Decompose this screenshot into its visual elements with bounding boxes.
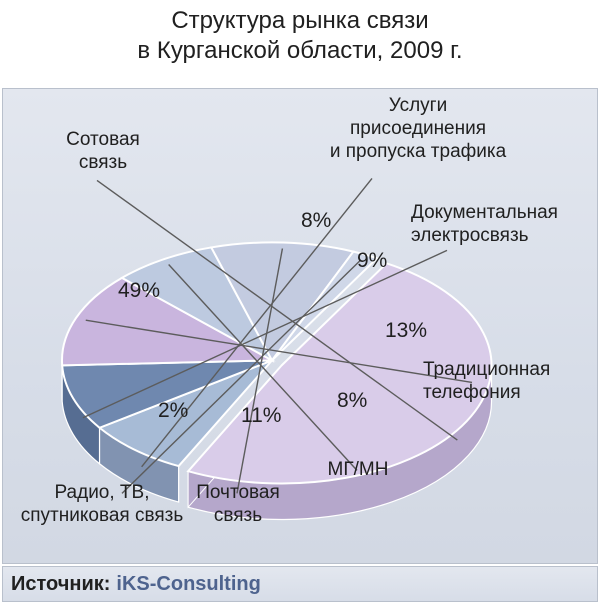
chart-area: Сотовая связь Услуги присоединения и про… [2, 88, 598, 564]
chart-title: Структура рынка связи в Курганской облас… [0, 6, 600, 66]
label-radio: Радио, ТВ, спутниковая связь [7, 482, 197, 528]
pct-dokument: 9% [357, 249, 387, 273]
pct-tradits: 13% [385, 319, 427, 343]
label-mgmn: МГ/МН [313, 459, 403, 482]
title-line-1: Структура рынка связи [171, 7, 428, 34]
pct-pochta: 11% [241, 404, 281, 428]
pct-mgmn: 8% [337, 389, 367, 413]
pct-radio: 2% [158, 399, 188, 423]
label-tradits: Традиционная телефония [423, 359, 600, 405]
pct-uslugi: 8% [301, 209, 331, 233]
title-line-2: в Курганской области, 2009 г. [137, 37, 462, 64]
source-bar: Источник: iKS-Consulting [2, 566, 598, 602]
pct-sotovaya: 49% [118, 279, 160, 303]
label-dokument: Документальная электросвязь [411, 202, 600, 248]
label-sotovaya: Сотовая связь [33, 129, 173, 175]
source-name: iKS-Consulting [116, 573, 260, 596]
label-uslugi: Услуги присоединения и пропуска трафика [288, 95, 548, 163]
figure: Структура рынка связи в Курганской облас… [0, 0, 600, 606]
source-label: Источник: [11, 573, 110, 596]
